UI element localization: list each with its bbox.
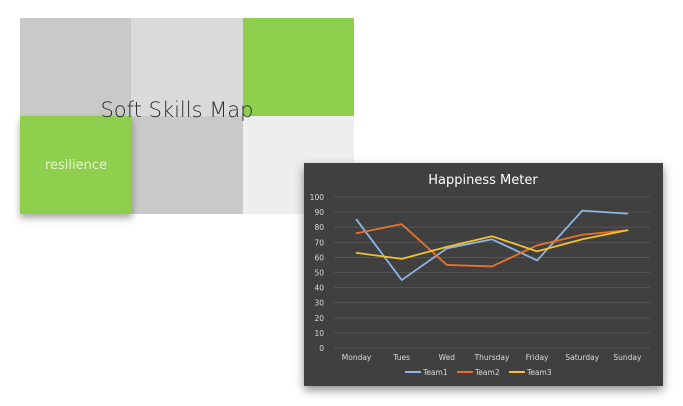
skill-tile [20,18,131,116]
y-tick-label: 80 [314,223,324,232]
y-tick-label: 70 [314,238,324,247]
x-tick-label: Monday [342,353,372,362]
y-tick-label: 10 [314,329,324,338]
y-tick-label: 60 [314,253,324,262]
y-tick-label: 20 [314,314,324,323]
chart-title: Happiness Meter [428,173,538,188]
series-line-team1 [355,209,629,281]
skill-tile [131,116,243,214]
x-tick-label: Tues [392,353,410,362]
resilience-tile: resilience [20,116,132,214]
legend-label: Team2 [474,368,500,377]
skill-tile [131,18,243,116]
y-tick-label: 0 [319,344,324,353]
series-line-team2 [355,223,629,268]
y-tick-label: 40 [314,284,324,293]
skill-tile-highlight [243,18,354,116]
y-tick-label: 30 [314,299,324,308]
y-tick-label: 50 [314,269,324,278]
x-tick-label: Thursday [474,353,510,362]
legend-label: Team3 [526,368,552,377]
y-tick-label: 90 [314,208,324,217]
chart-canvas: Happiness Meter 0 10 20 30 40 50 60 70 80 90 100 Mo… [310,173,650,377]
x-tick-label: Saturday [565,353,599,362]
x-tick-label: Friday [526,353,549,362]
x-tick-label: Wed [439,353,456,362]
legend-label: Team1 [422,368,448,377]
happiness-chart: Happiness Meter 0 10 20 30 40 50 60 70 80 90 100 Mo… [304,163,663,386]
series-line-team3 [355,229,629,260]
slide-title: Soft Skills Map [100,98,254,122]
x-tick-label: Sunday [613,353,642,362]
y-tick-label: 100 [310,193,325,202]
resilience-label: resilience [44,157,108,173]
